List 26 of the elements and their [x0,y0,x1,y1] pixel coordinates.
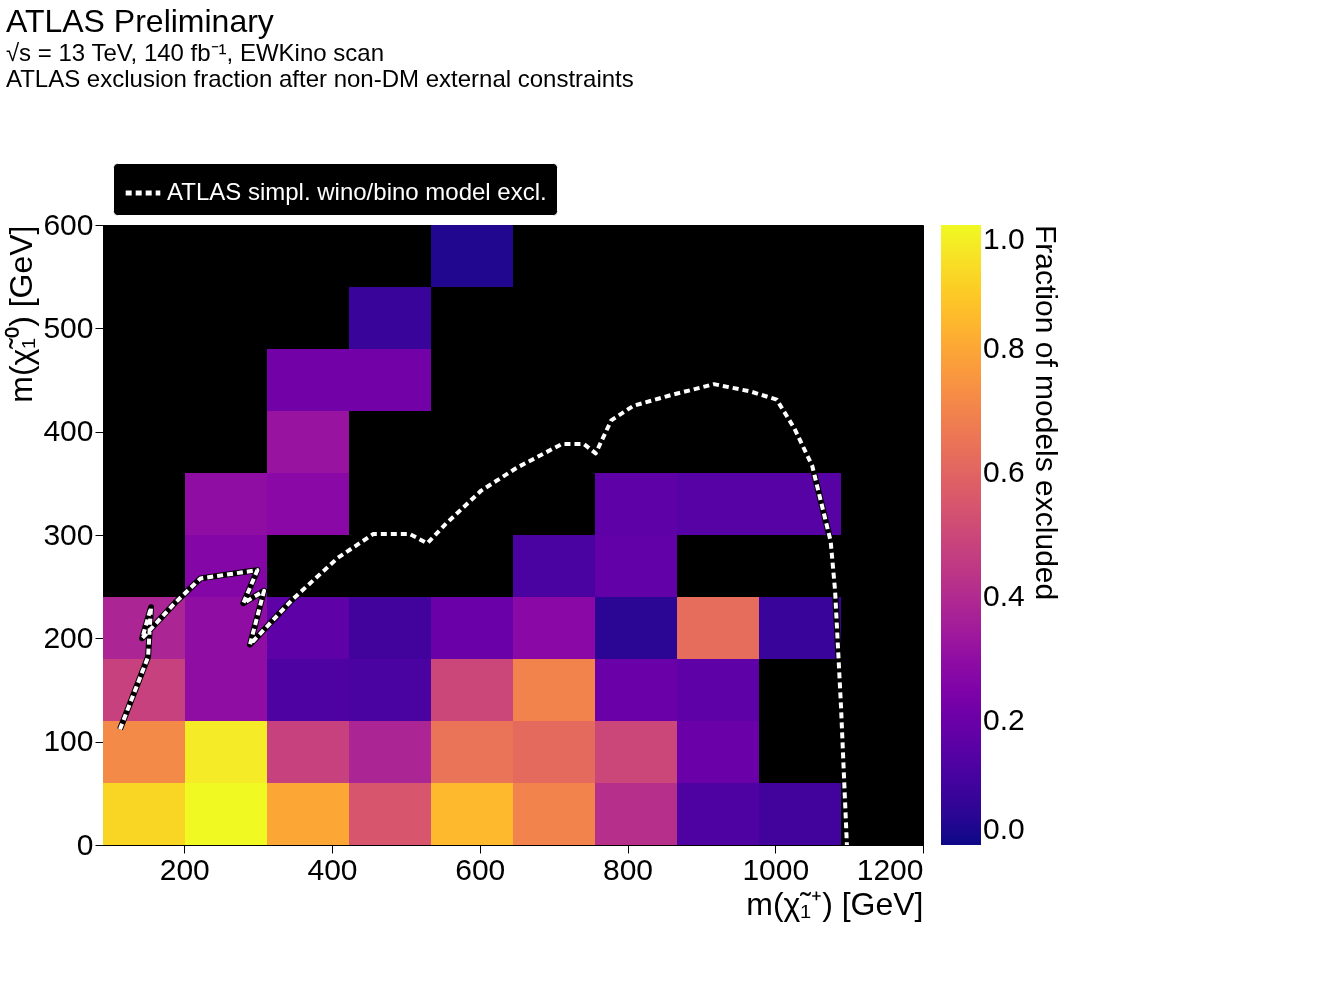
y-axis-title: m(χ̃₁⁰) [GeV] [3,225,40,403]
color-bar-label: 0.0 [983,812,1025,845]
y-tick-label: 100 [43,724,94,758]
text: ATLAS exclusion fraction after non-DM external constraints [5,64,634,92]
color-bar-label: 0.6 [983,455,1025,488]
x-tick-label: 800 [602,852,654,886]
x-tick-label: 1200 [856,852,924,886]
x-tick-label: 1000 [742,852,810,886]
y-tick-label: 0 [76,827,94,861]
y-tick-label: 600 [43,207,94,241]
y-tick-label: 300 [43,517,94,551]
color-bar-label: 0.8 [983,331,1025,364]
y-tick-label: 200 [43,620,94,654]
color-bar-label: 0.4 [983,579,1025,612]
color-bar-label: 1.0 [983,222,1025,255]
x-tick-label: 200 [159,852,210,886]
x-axis-title: m(χ̃₁⁺) [GeV] [746,885,924,922]
chart-title: ATLAS Preliminary [5,2,274,39]
y-tick-label: 400 [43,414,94,448]
color-bar-title: Fraction of models excluded [1030,225,1063,601]
y-tick-label: 500 [43,310,94,344]
x-tick-label: 600 [455,852,506,886]
chart-subtitle: √s = 13 TeV, 140 fb⁻¹, EWKino scan [5,38,385,66]
x-tick-label: 400 [307,852,358,886]
color-bar-label: 0.2 [983,703,1025,736]
legend-label: ATLAS simpl. wino/bino model excl. [167,178,547,205]
